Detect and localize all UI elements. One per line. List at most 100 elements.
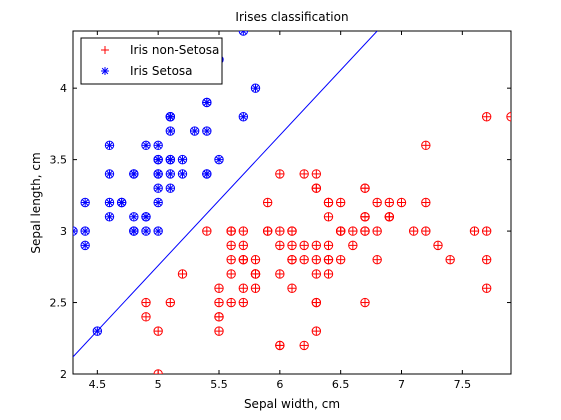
non-setosa-point: [481, 112, 492, 122]
non-setosa-point: [481, 254, 492, 265]
non-setosa-point: [481, 283, 492, 293]
non-setosa-point: [214, 326, 224, 336]
non-setosa-point: [299, 254, 309, 265]
setosa-point: [238, 31, 249, 36]
non-setosa-point: [275, 269, 285, 279]
setosa-point: [202, 169, 212, 179]
non-setosa-point: [250, 254, 261, 265]
setosa-point: [141, 140, 151, 151]
non-setosa-point: [348, 226, 358, 236]
non-setosa-point: [141, 297, 151, 308]
non-setosa-point: [275, 169, 285, 179]
non-setosa-point: [287, 226, 297, 236]
setosa-point: [153, 140, 163, 151]
non-setosa-point: [360, 297, 370, 308]
setosa-point: [153, 154, 163, 165]
non-setosa-point: [311, 326, 322, 336]
non-setosa-point: [238, 297, 249, 308]
setosa-point: [141, 212, 151, 222]
non-setosa-point: [275, 226, 285, 236]
x-tick-label: 5: [155, 378, 162, 391]
non-setosa-point: [360, 226, 370, 236]
setosa-point: [141, 226, 151, 236]
y-tick-label: 3.5: [50, 154, 68, 167]
non-setosa-point: [421, 197, 431, 208]
non-setosa-point: [445, 254, 455, 265]
setosa-point: [153, 169, 163, 179]
non-setosa-point: [360, 212, 370, 222]
non-setosa-point: [469, 226, 480, 236]
non-setosa-point: [360, 183, 370, 193]
setosa-point: [250, 83, 261, 93]
setosa-point: [104, 212, 115, 222]
x-axis-label: Sepal width, cm: [244, 397, 340, 411]
setosa-point: [238, 112, 249, 122]
non-setosa-point: [372, 197, 382, 208]
non-setosa-point: [299, 240, 309, 251]
y-tick-label: 4: [60, 82, 67, 95]
non-setosa-point: [323, 269, 334, 279]
setosa-point: [153, 183, 163, 193]
setosa-point: [104, 140, 115, 151]
non-setosa-point: [323, 254, 334, 265]
setosa-point: [153, 197, 163, 208]
non-setosa-point: [262, 197, 273, 208]
setosa-point: [165, 183, 176, 193]
setosa-point: [153, 226, 163, 236]
setosa-point: [189, 126, 200, 136]
x-tick-label: 6.5: [332, 378, 350, 391]
y-tick-label: 2: [60, 368, 67, 381]
non-setosa-point: [372, 254, 382, 265]
setosa-point: [80, 240, 90, 251]
legend-box: [80, 37, 223, 85]
x-tick-label: 7.5: [454, 378, 472, 391]
non-setosa-point: [299, 340, 309, 351]
non-setosa-point: [214, 297, 224, 308]
non-setosa-point: [275, 340, 285, 351]
non-setosa-point: [262, 226, 273, 236]
setosa-point: [202, 126, 212, 136]
non-setosa-point: [226, 240, 236, 251]
non-setosa-point: [348, 240, 358, 251]
setosa-point: [73, 226, 78, 236]
setosa-point: [165, 126, 176, 136]
decision-boundary-line: [73, 31, 378, 358]
non-setosa-point: [238, 283, 249, 293]
x-tick-label: 7: [398, 378, 405, 391]
legend-marker-non-setosa: [101, 46, 109, 54]
non-setosa-point: [311, 269, 322, 279]
non-setosa-point: [506, 112, 511, 122]
non-setosa-point: [384, 212, 395, 222]
setosa-point: [165, 169, 176, 179]
non-setosa-point: [311, 240, 322, 251]
x-tick-label: 5.5: [210, 378, 228, 391]
non-setosa-point: [226, 226, 236, 236]
setosa-point: [177, 169, 188, 179]
non-setosa-point: [311, 297, 322, 308]
non-setosa-point: [250, 283, 261, 293]
non-setosa-point: [323, 197, 334, 208]
legend: Iris non-Setosa Iris Setosa: [80, 37, 223, 85]
non-setosa-point: [238, 226, 249, 236]
setosa-point: [129, 226, 139, 236]
non-setosa-point: [408, 226, 419, 236]
setosa-point: [202, 97, 212, 108]
chart-title: Irises classification: [235, 10, 348, 24]
legend-label-non-setosa: Iris non-Setosa: [130, 43, 219, 57]
non-setosa-point: [335, 254, 346, 265]
non-setosa-point: [311, 169, 322, 179]
y-axis-label: Sepal length, cm: [29, 152, 43, 253]
non-setosa-point: [287, 254, 297, 265]
setosa-point: [80, 226, 90, 236]
non-setosa-point: [226, 297, 236, 308]
non-setosa-point: [421, 140, 431, 151]
non-setosa-point: [238, 240, 249, 251]
non-setosa-point: [311, 254, 322, 265]
non-setosa-point: [384, 197, 395, 208]
x-tick-label: 4.5: [89, 378, 107, 391]
non-setosa-point: [323, 240, 334, 251]
setosa-point: [80, 197, 90, 208]
setosa-point: [92, 326, 103, 336]
non-setosa-point: [372, 226, 382, 236]
